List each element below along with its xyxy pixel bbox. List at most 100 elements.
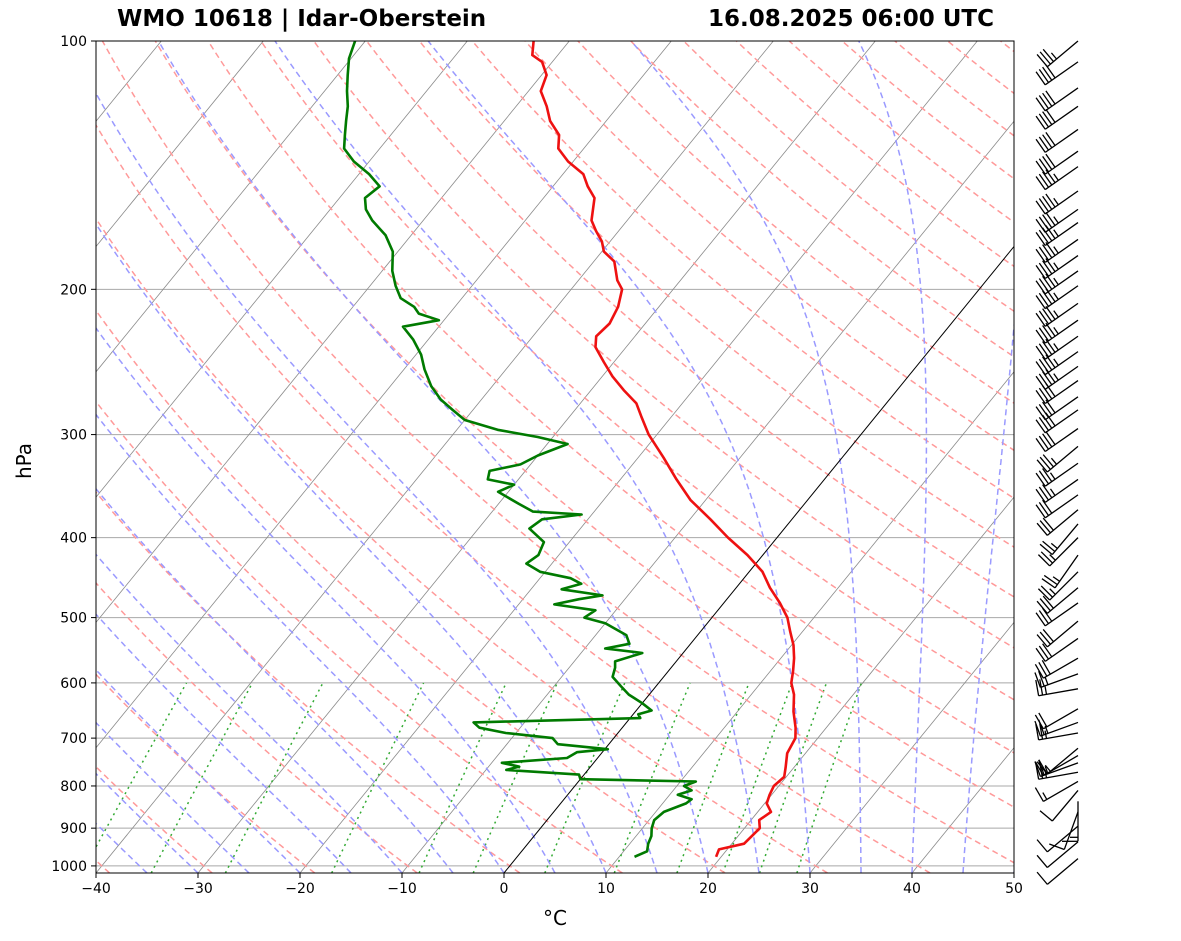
wind-barb-staff xyxy=(1044,351,1079,376)
zero-isotherm xyxy=(503,245,1014,873)
wind-barb-flag xyxy=(1040,551,1054,564)
wind-barb-staff xyxy=(1044,602,1079,627)
wind-barb-staff xyxy=(1046,620,1079,648)
wind-barb-flag xyxy=(1042,66,1053,81)
wind-barb-flag xyxy=(1041,660,1051,675)
dry-adiabat xyxy=(154,41,1014,808)
wind-barb-flag xyxy=(1036,600,1048,614)
wind-barb-flag xyxy=(1035,232,1046,246)
wind-barb-flag xyxy=(1036,761,1048,775)
dry-adiabat xyxy=(96,123,931,873)
wind-barb-flag xyxy=(1042,517,1054,531)
dry-adiabat xyxy=(96,673,316,873)
isotherm-line xyxy=(96,41,672,749)
wind-barb xyxy=(1035,319,1079,344)
wind-barb-half-flag xyxy=(1053,310,1059,318)
mixing-ratio-line xyxy=(224,682,324,873)
wind-barb-flag xyxy=(1035,406,1046,421)
wind-barb-flag xyxy=(1038,292,1050,307)
wind-barb-staff xyxy=(1040,673,1079,689)
wind-barb-flag xyxy=(1042,48,1054,62)
wind-barb-half-flag xyxy=(1052,576,1061,582)
wind-barb-flag xyxy=(1035,361,1046,375)
wind-barb xyxy=(1035,602,1079,627)
wind-barb xyxy=(1035,150,1079,175)
dry-adiabat xyxy=(96,491,521,873)
wind-barb xyxy=(1035,637,1079,662)
wind-barb-flag xyxy=(1042,111,1053,126)
wind-barb xyxy=(1036,858,1079,885)
wind-barb xyxy=(1035,409,1079,434)
wind-barb-flag xyxy=(1039,543,1053,556)
wind-barb xyxy=(1035,380,1079,405)
wind-barb-flag xyxy=(1038,198,1050,213)
y-tick-label: 800 xyxy=(60,779,87,795)
wind-barb xyxy=(1035,302,1079,327)
x-tick-label: 40 xyxy=(903,881,921,897)
wind-barb-flag xyxy=(1045,90,1056,105)
wind-barb-staff xyxy=(1054,554,1079,589)
profiles xyxy=(342,41,797,858)
wind-barb xyxy=(1037,537,1079,567)
wind-barb-flag xyxy=(1038,310,1050,325)
dry-adiabat xyxy=(96,581,418,873)
wind-barb-flag xyxy=(1034,672,1042,688)
wind-barb-half-flag xyxy=(1053,343,1059,351)
wind-barb-staff xyxy=(1044,285,1079,310)
wind-barb-flag xyxy=(1042,244,1053,259)
wind-barb-staff xyxy=(1044,302,1079,327)
wind-barb-half-flag xyxy=(1049,588,1056,595)
wind-barb-half-flag xyxy=(1050,457,1058,465)
wind-barb-staff xyxy=(1044,428,1079,453)
wind-barb xyxy=(1034,657,1079,679)
moist-adiabat xyxy=(274,41,760,873)
wind-barb xyxy=(1035,128,1079,153)
wind-barb xyxy=(1035,351,1079,376)
wind-barb xyxy=(1034,708,1079,730)
y-tick-label: 700 xyxy=(60,731,87,747)
dry-adiabat xyxy=(96,400,623,873)
wind-barb-staff xyxy=(1040,721,1079,737)
moist-adiabat xyxy=(96,721,250,873)
wind-barb-flag xyxy=(1045,273,1056,288)
isotherm-line xyxy=(707,496,1014,873)
wind-barb-staff xyxy=(1049,537,1079,567)
wind-barb-flag xyxy=(1036,871,1048,885)
dewpoint-profile xyxy=(342,41,698,858)
wind-barb-staff xyxy=(1051,523,1079,556)
moist-adiabats xyxy=(96,41,1014,873)
moist-adiabat xyxy=(427,41,811,873)
wind-barb xyxy=(1035,190,1079,215)
wind-barb-half-flag xyxy=(1053,197,1059,206)
wind-barb-flag xyxy=(1045,193,1056,208)
wind-barb-staff xyxy=(1044,208,1079,233)
wind-barb-flag xyxy=(1038,136,1050,151)
wind-barb-flag xyxy=(1036,522,1048,536)
x-tick-label: −30 xyxy=(183,881,213,897)
wind-barb xyxy=(1049,811,1079,851)
wind-barb-flag xyxy=(1038,610,1050,624)
wind-barb-staff xyxy=(1044,494,1079,519)
wind-barb-half-flag xyxy=(1053,358,1059,366)
wind-barb-flag xyxy=(1036,839,1048,853)
wind-barb-flag xyxy=(1038,327,1050,342)
x-axis-label: °C xyxy=(543,906,567,930)
wind-barb-staff xyxy=(1044,637,1079,662)
temperature-profile xyxy=(530,41,797,858)
wind-barb-flag xyxy=(1035,419,1046,434)
plot-area xyxy=(96,41,1014,873)
wind-barb-flag xyxy=(1039,520,1051,534)
wind-barb-flag xyxy=(1034,787,1044,802)
wind-barb-flag xyxy=(1035,248,1046,263)
y-tick-label: 900 xyxy=(60,821,87,837)
wind-barb-flag xyxy=(1042,260,1053,275)
y-tick-label: 1000 xyxy=(51,859,87,875)
wind-barb-half-flag xyxy=(1044,764,1051,772)
x-tick-label: −20 xyxy=(285,881,315,897)
wind-barb-flag xyxy=(1035,71,1046,86)
x-tick-label: 20 xyxy=(699,881,717,897)
wind-barb-flag xyxy=(1035,488,1046,503)
moist-adiabat xyxy=(858,41,928,873)
wind-barb-flag xyxy=(1039,810,1053,822)
wind-barb-half-flag xyxy=(1053,373,1059,381)
